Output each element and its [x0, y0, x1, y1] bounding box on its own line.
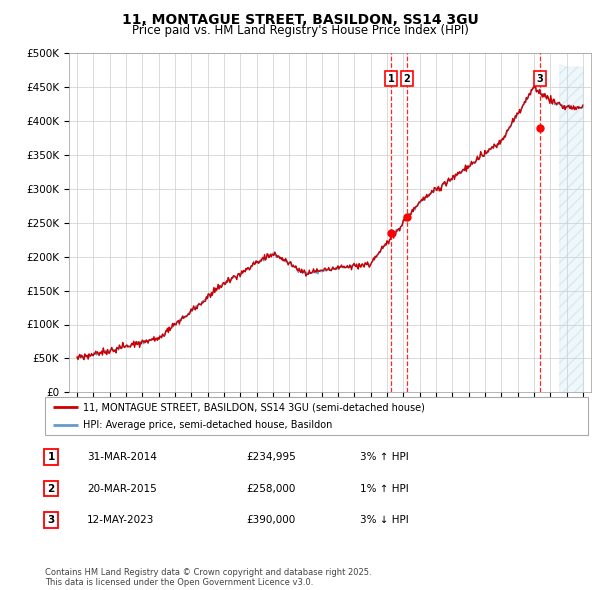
Text: 1: 1 — [388, 74, 395, 84]
Text: 12-MAY-2023: 12-MAY-2023 — [87, 515, 154, 525]
Text: 20-MAR-2015: 20-MAR-2015 — [87, 484, 157, 493]
Text: £234,995: £234,995 — [246, 453, 296, 462]
Text: 11, MONTAGUE STREET, BASILDON, SS14 3GU: 11, MONTAGUE STREET, BASILDON, SS14 3GU — [122, 13, 478, 27]
Text: 3: 3 — [536, 74, 543, 84]
Text: 11, MONTAGUE STREET, BASILDON, SS14 3GU (semi-detached house): 11, MONTAGUE STREET, BASILDON, SS14 3GU … — [83, 402, 425, 412]
Text: 3% ↑ HPI: 3% ↑ HPI — [360, 453, 409, 462]
Text: £258,000: £258,000 — [246, 484, 295, 493]
Text: 3% ↓ HPI: 3% ↓ HPI — [360, 515, 409, 525]
Text: HPI: Average price, semi-detached house, Basildon: HPI: Average price, semi-detached house,… — [83, 420, 332, 430]
Text: 2: 2 — [404, 74, 410, 84]
FancyBboxPatch shape — [45, 397, 588, 435]
Text: Price paid vs. HM Land Registry's House Price Index (HPI): Price paid vs. HM Land Registry's House … — [131, 24, 469, 37]
Text: 1% ↑ HPI: 1% ↑ HPI — [360, 484, 409, 493]
Text: £390,000: £390,000 — [246, 515, 295, 525]
Text: Contains HM Land Registry data © Crown copyright and database right 2025.
This d: Contains HM Land Registry data © Crown c… — [45, 568, 371, 587]
Text: 1: 1 — [47, 453, 55, 462]
Text: 3: 3 — [47, 515, 55, 525]
Text: 2: 2 — [47, 484, 55, 493]
Text: 31-MAR-2014: 31-MAR-2014 — [87, 453, 157, 462]
